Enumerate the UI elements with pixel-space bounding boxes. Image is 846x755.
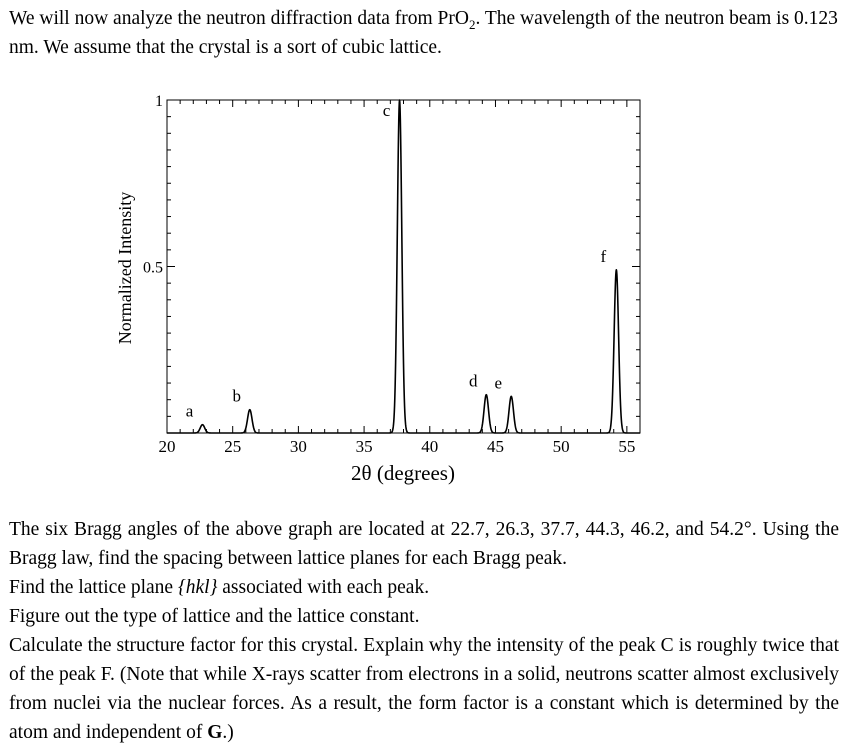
x-tick-label: 45 bbox=[487, 437, 504, 456]
x-tick-label: 25 bbox=[224, 437, 241, 456]
x-tick-label: 50 bbox=[553, 437, 570, 456]
spectrum-line bbox=[166, 99, 641, 434]
intro-text-2: . The wavelength of the neutron beam is … bbox=[9, 8, 838, 58]
peak-label-e: e bbox=[494, 373, 502, 392]
x-tick-label: 40 bbox=[421, 437, 438, 456]
peak-label-b: b bbox=[233, 387, 242, 406]
question-paragraph-2: Find the lattice plane {hkl} associated … bbox=[9, 573, 839, 602]
question-4-pre: Calculate the structure factor for this … bbox=[9, 635, 839, 743]
intro-paragraph: We will now analyze the neutron diffract… bbox=[9, 4, 839, 62]
x-tick-label: 30 bbox=[290, 437, 307, 456]
question-2-post: associated with each peak. bbox=[217, 577, 430, 598]
question-paragraph-4: Calculate the structure factor for this … bbox=[9, 631, 839, 747]
y-tick-label: 0.5 bbox=[143, 260, 163, 277]
intro-subscript: 2 bbox=[468, 16, 476, 32]
y-axis-label: Normalized Intensity bbox=[115, 192, 135, 344]
peak-label-c: c bbox=[383, 101, 391, 120]
diffraction-chart: 20 25 30 35 40 45 50 55 0.5 1 a b c d e f 2θ (degrees)… bbox=[115, 93, 641, 485]
question-paragraph-3: Figure out the type of lattice and the l… bbox=[9, 606, 420, 627]
intro-text-1: We will now analyze the neutron diffract… bbox=[9, 8, 469, 29]
x-tick-label: 55 bbox=[618, 437, 635, 456]
x-axis-label: 2θ (degrees) bbox=[351, 461, 455, 485]
x-tick-label: 20 bbox=[159, 437, 176, 456]
peak-label-d: d bbox=[469, 372, 478, 391]
y-tick-label: 1 bbox=[155, 93, 163, 110]
peak-label-f: f bbox=[601, 247, 607, 266]
vector-g: G bbox=[207, 722, 223, 743]
axis-ticks bbox=[166, 99, 641, 434]
question-paragraph-1: The six Bragg angles of the above graph … bbox=[9, 519, 839, 569]
question-4-post: .) bbox=[222, 722, 234, 743]
hkl-notation: {hkl} bbox=[177, 577, 218, 598]
peak-labels: a b c d e f bbox=[186, 101, 607, 421]
tick-labels: 20 25 30 35 40 45 50 55 0.5 1 bbox=[143, 93, 635, 456]
peak-label-a: a bbox=[186, 402, 194, 421]
spectrum-layer bbox=[166, 99, 641, 434]
x-tick-label: 35 bbox=[356, 437, 373, 456]
question-2-pre: Find the lattice plane bbox=[9, 577, 178, 598]
question-text: The six Bragg angles of the above graph … bbox=[9, 515, 839, 747]
